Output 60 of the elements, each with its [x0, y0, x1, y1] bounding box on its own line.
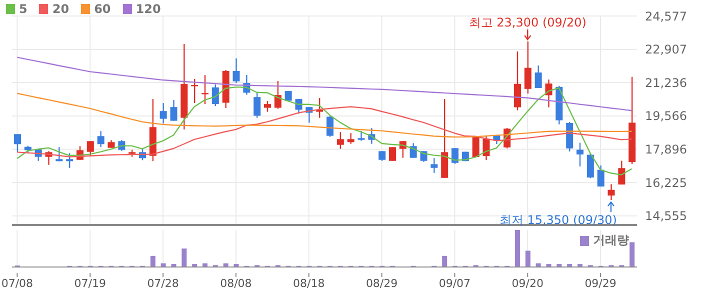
y-tick-label: 17,896: [645, 142, 687, 157]
x-tick-label: 09/07: [438, 277, 471, 289]
candlestick: [202, 74, 208, 105]
candlestick: [347, 132, 354, 144]
legend-label: 60: [94, 2, 111, 16]
candlestick: [452, 148, 458, 164]
candlestick: [586, 152, 594, 179]
bar: [150, 256, 156, 267]
candlestick: [160, 102, 167, 124]
y-tick-label: 19,566: [645, 109, 687, 124]
candlestick: [212, 84, 219, 107]
candlestick: [66, 152, 74, 168]
bar: [182, 248, 187, 267]
candlestick: [326, 115, 334, 138]
x-tick-label: 08/08: [220, 277, 252, 289]
legend-label: 20: [52, 2, 70, 16]
bar: [525, 250, 530, 267]
annotation: 최저 15,350 (09/30): [499, 213, 617, 228]
x-tick-label: 07/08: [1, 277, 34, 289]
candlestick: [597, 164, 604, 188]
candlestick: [514, 50, 521, 111]
line-series: [16, 56, 632, 112]
x-tick-label: 09/29: [584, 277, 616, 289]
legend-label: 120: [136, 2, 161, 16]
legend-label: 5: [19, 2, 28, 16]
candlestick: [170, 99, 178, 122]
candlestick: [378, 150, 386, 162]
candlestick: [576, 142, 584, 168]
candlestick: [316, 97, 324, 118]
candlestick: [14, 134, 21, 152]
bar: [515, 230, 520, 267]
candlestick: [232, 58, 240, 84]
candlestick: [358, 130, 365, 142]
candlestick: [389, 146, 396, 162]
candlestick: [410, 142, 417, 158]
x-tick-label: 08/29: [366, 277, 398, 289]
y-tick-label: 22,907: [645, 42, 687, 57]
candlestick: [295, 98, 302, 114]
candlestick: [86, 140, 94, 156]
y-tick-label: 16,225: [645, 176, 687, 190]
x-tick-label: 09/20: [512, 277, 544, 289]
candlestick: [254, 91, 261, 118]
x-tick-label: 08/18: [293, 277, 325, 289]
y-tick-label: 21,236: [645, 76, 687, 90]
candlestick: [608, 184, 615, 201]
bar: [630, 242, 635, 267]
y-tick-label: 14,555: [645, 209, 687, 224]
candlestick: [264, 100, 271, 112]
annotation: 최고 23,300 (09/20): [468, 15, 586, 30]
candlestick: [336, 132, 344, 150]
y-tick-label: 24,577: [645, 9, 687, 24]
candlestick: [534, 64, 542, 89]
candlestick: [56, 146, 63, 162]
x-tick-label: 07/19: [74, 277, 106, 289]
candlestick: [97, 130, 104, 148]
candlestick: [524, 40, 532, 94]
x-tick-label: 07/28: [147, 277, 179, 289]
legend-label: 거래량: [593, 232, 629, 249]
bar: [442, 256, 448, 267]
candlestick: [430, 158, 438, 174]
